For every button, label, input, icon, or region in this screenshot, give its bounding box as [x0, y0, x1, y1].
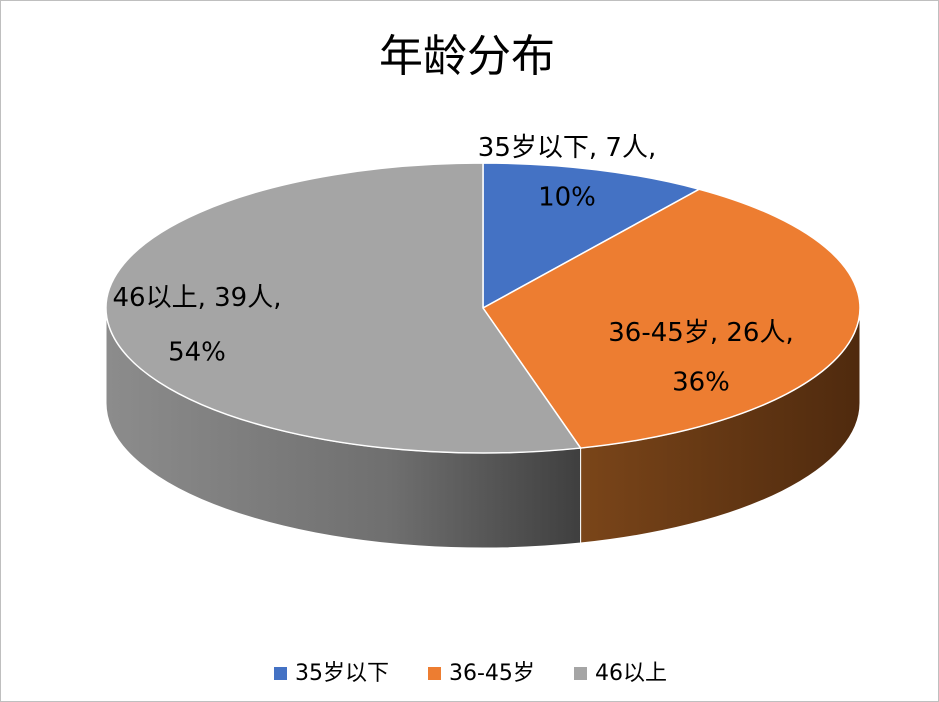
legend-marker	[274, 667, 287, 680]
legend-label: 46以上	[595, 661, 667, 686]
data-label-separator: ,	[198, 283, 215, 313]
data-label-value: 26人	[726, 318, 785, 348]
data-label-separator: ,	[589, 133, 606, 163]
legend-marker	[428, 667, 441, 680]
data-label-separator: ,	[648, 133, 656, 163]
legend-label: 36-45岁	[449, 661, 535, 686]
data-label-value: 7人	[605, 133, 648, 163]
data-label-percentage: 54%	[168, 338, 226, 368]
data-label-category: 46以上	[113, 283, 198, 313]
data-label-separator: ,	[785, 318, 793, 348]
pie-slice	[105, 162, 582, 454]
data-label-separator: ,	[710, 318, 727, 348]
chart-title: 年龄分布	[379, 31, 555, 82]
pie-slice	[482, 162, 702, 310]
data-label-percentage: 36%	[672, 368, 730, 398]
data-label-separator: ,	[273, 283, 281, 313]
data-label-percentage: 10%	[538, 183, 596, 213]
pie-slice	[481, 188, 861, 449]
legend-marker	[574, 667, 587, 680]
legend-label: 35岁以下	[295, 661, 389, 686]
data-label-value: 39人	[214, 283, 273, 313]
data-label-category: 35岁以下	[478, 133, 589, 163]
data-label: 35岁以下, 7人,	[478, 133, 656, 163]
data-label: 36-45岁, 26人,	[608, 318, 793, 348]
data-label: 46以上, 39人,	[113, 283, 282, 313]
data-label-category: 36-45岁	[608, 318, 710, 348]
